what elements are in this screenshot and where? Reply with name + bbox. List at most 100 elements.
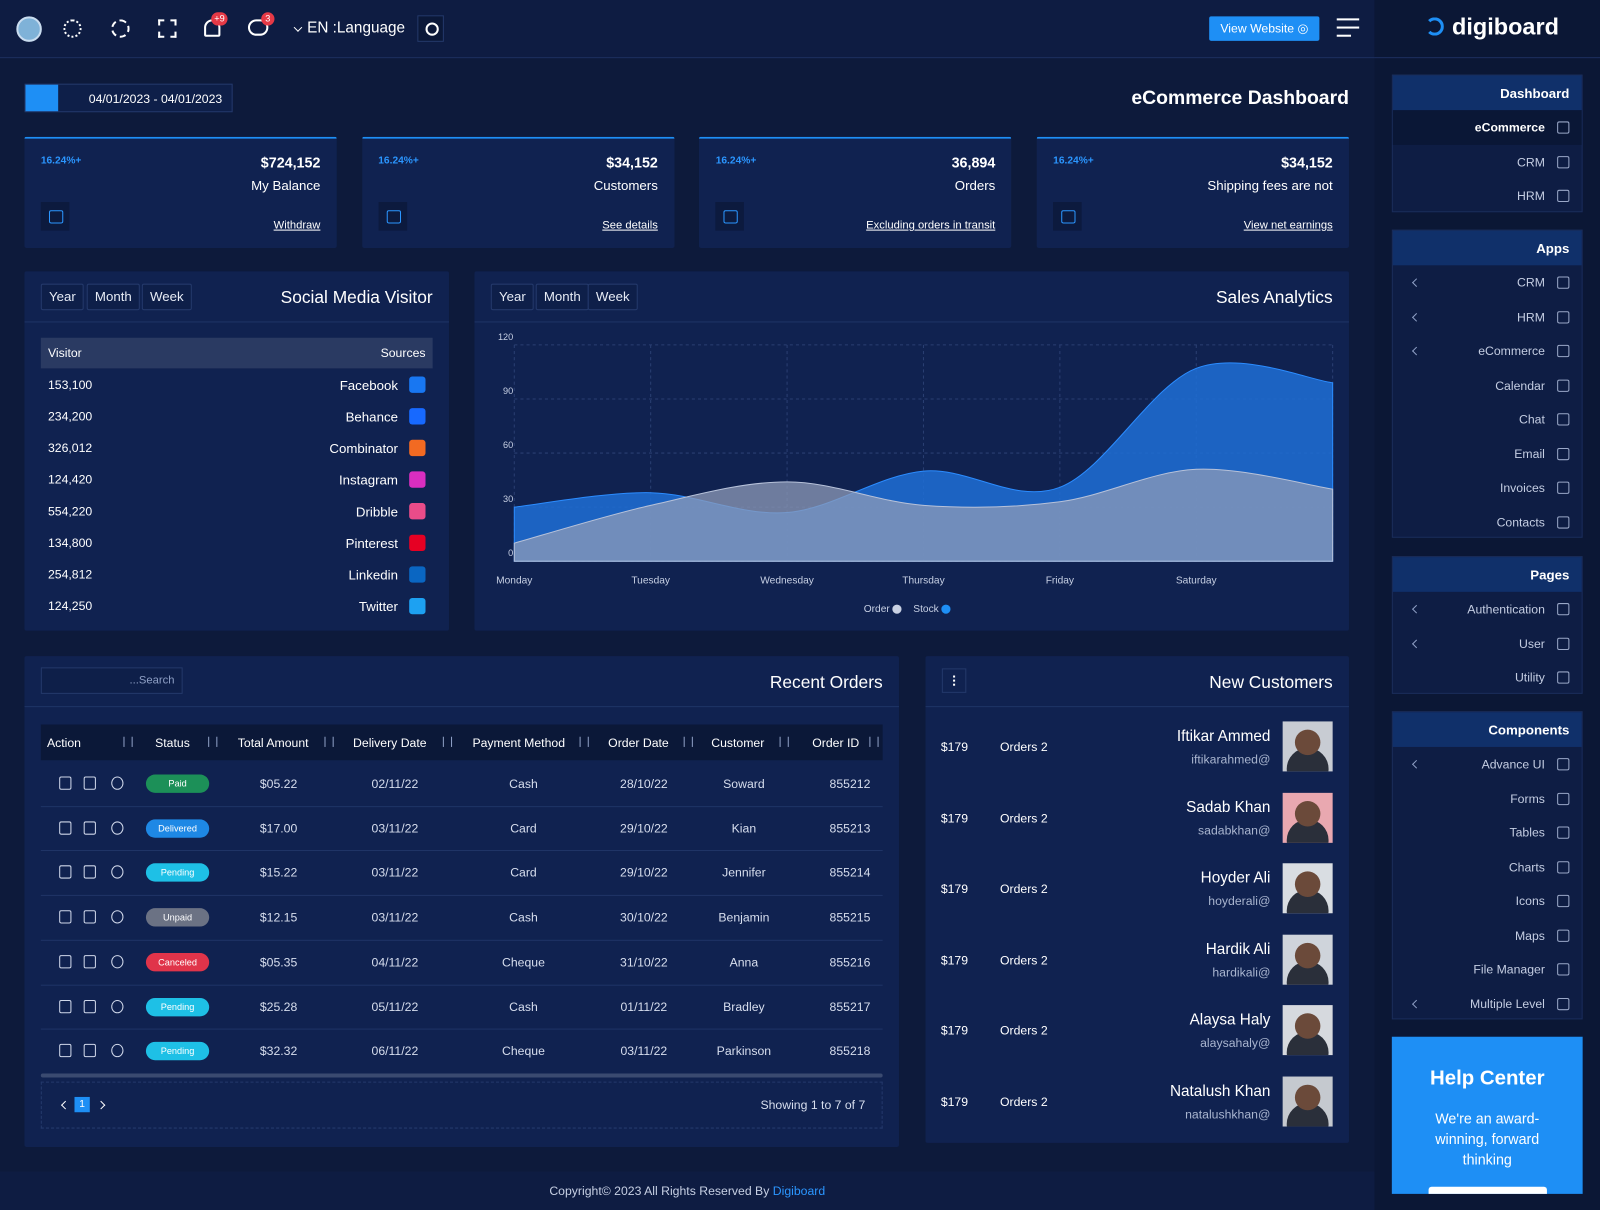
source-name: Pinterest (345, 535, 398, 552)
nav-item[interactable]: User (1393, 626, 1582, 660)
prev-page[interactable] (60, 1100, 70, 1110)
more-button[interactable] (941, 668, 967, 693)
period-tab[interactable]: Year (40, 283, 84, 311)
stat-change: 16.24%+ (1053, 155, 1094, 167)
menu-toggle[interactable] (1336, 18, 1360, 21)
y-tick-label: 0 (508, 548, 513, 558)
page-number[interactable]: 1 (74, 1096, 90, 1113)
nav-item[interactable]: Maps (1393, 918, 1582, 952)
view-icon[interactable] (111, 821, 124, 835)
nav-icon (1557, 894, 1570, 908)
view-icon[interactable] (111, 954, 124, 969)
nav-item[interactable]: Charts (1393, 849, 1582, 883)
delete-icon[interactable] (59, 954, 72, 969)
view-icon[interactable] (111, 865, 124, 879)
nav-item[interactable]: Tables (1393, 815, 1582, 849)
nav-item[interactable]: Multiple Level (1393, 986, 1582, 1020)
column-header[interactable]: Order ID (812, 735, 860, 750)
stat-value: $34,152 (606, 154, 658, 171)
search-input[interactable]: ...Search (40, 667, 183, 694)
footer-link[interactable]: Digiboard (772, 1183, 826, 1198)
scrollbar (40, 1073, 883, 1078)
nav-item[interactable]: Invoices (1393, 470, 1582, 504)
column-header[interactable]: Status (155, 735, 190, 750)
cell: Bradley (723, 999, 765, 1014)
column-header[interactable]: Total Amount (237, 735, 309, 750)
nav-label: CRM (1517, 275, 1545, 290)
nav-item[interactable]: HRM (1393, 179, 1582, 213)
nav-item[interactable]: HRM (1393, 299, 1582, 333)
edit-icon[interactable] (83, 776, 96, 790)
next-page[interactable] (96, 1100, 106, 1110)
edit-icon[interactable] (83, 865, 96, 879)
nav-item[interactable]: Icons (1393, 884, 1582, 918)
edit-icon[interactable] (83, 954, 96, 969)
nav-item[interactable]: Utility (1393, 660, 1582, 694)
edit-icon[interactable] (83, 1044, 96, 1058)
period-tab[interactable]: Week (141, 283, 192, 311)
sales-panel: Year Month Week Sales Analytics 0 30 60 90 120 Mo… (474, 271, 1349, 631)
nav-item[interactable]: Forms (1393, 781, 1582, 815)
nav-item[interactable]: CRM (1393, 265, 1582, 299)
view-icon[interactable] (111, 776, 124, 790)
view-website-button[interactable]: View Website ◎ (1209, 16, 1320, 41)
edit-icon[interactable] (83, 910, 96, 924)
delete-icon[interactable] (59, 865, 72, 879)
nav-label: Tables (1509, 825, 1545, 840)
stat-link[interactable]: View net earnings (1243, 219, 1333, 232)
column-header[interactable]: Payment Method (472, 735, 566, 750)
stat-link[interactable]: See details (602, 219, 658, 232)
period-tab[interactable]: Month (86, 283, 140, 311)
date-range-picker[interactable]: 04/01/2023 - 04/01/2023 (24, 83, 233, 113)
status-badge: Paid (145, 774, 210, 793)
edit-icon[interactable] (83, 999, 96, 1013)
search-button[interactable] (417, 15, 444, 42)
nav-item[interactable]: File Manager (1393, 952, 1582, 986)
visitor-count: 134,800 (47, 535, 93, 550)
sort-icon (579, 736, 589, 747)
cell: 855213 (829, 821, 871, 836)
customer-orders: Orders 2 (999, 952, 1048, 968)
delete-icon[interactable] (59, 821, 72, 835)
nav-item[interactable]: eCommerce (1392, 110, 1582, 145)
cell: 855218 (829, 1044, 871, 1059)
delete-icon[interactable] (59, 999, 72, 1013)
customer-avatar (1282, 721, 1333, 772)
row-divider (40, 850, 883, 852)
period-tab[interactable]: Week (587, 283, 638, 311)
column-header[interactable]: Action (46, 735, 81, 750)
messages-icon[interactable] (247, 19, 269, 36)
delete-icon[interactable] (59, 776, 72, 790)
view-icon[interactable] (111, 999, 124, 1013)
period-tab[interactable]: Month (535, 283, 589, 311)
nav-item[interactable]: eCommerce (1393, 334, 1582, 368)
stat-link[interactable]: Excluding orders in transit (866, 219, 996, 232)
settings-icon[interactable] (63, 19, 82, 38)
nav-icon (1557, 447, 1570, 460)
view-icon[interactable] (111, 1044, 124, 1058)
stat-link[interactable]: Withdraw (273, 219, 321, 232)
delete-icon[interactable] (59, 910, 72, 924)
cell: $05.35 (259, 954, 298, 970)
user-avatar[interactable] (16, 16, 42, 42)
column-header[interactable]: Order Date (608, 735, 669, 750)
edit-icon[interactable] (83, 821, 96, 835)
delete-icon[interactable] (59, 1044, 72, 1058)
nav-item[interactable]: Authentication (1393, 592, 1582, 626)
nav-label: HRM (1517, 188, 1545, 204)
nav-item[interactable]: Calendar (1393, 368, 1582, 402)
nav-item[interactable]: Contacts (1393, 505, 1582, 539)
language-select[interactable]: EN :Language (307, 19, 406, 37)
nav-item[interactable]: CRM (1393, 144, 1582, 178)
period-tab[interactable]: Year (490, 283, 534, 311)
nav-item[interactable]: Advance UI (1393, 747, 1582, 781)
theme-icon[interactable] (111, 19, 130, 38)
fullscreen-icon[interactable] (158, 19, 177, 38)
nav-item[interactable]: Email (1393, 436, 1582, 470)
stat-label: Orders (954, 177, 996, 193)
view-icon[interactable] (111, 910, 124, 924)
column-header[interactable]: Delivery Date (353, 735, 427, 750)
column-header[interactable]: Customer (711, 735, 765, 750)
help-button[interactable] (1428, 1186, 1547, 1194)
nav-item[interactable]: Chat (1393, 402, 1582, 436)
